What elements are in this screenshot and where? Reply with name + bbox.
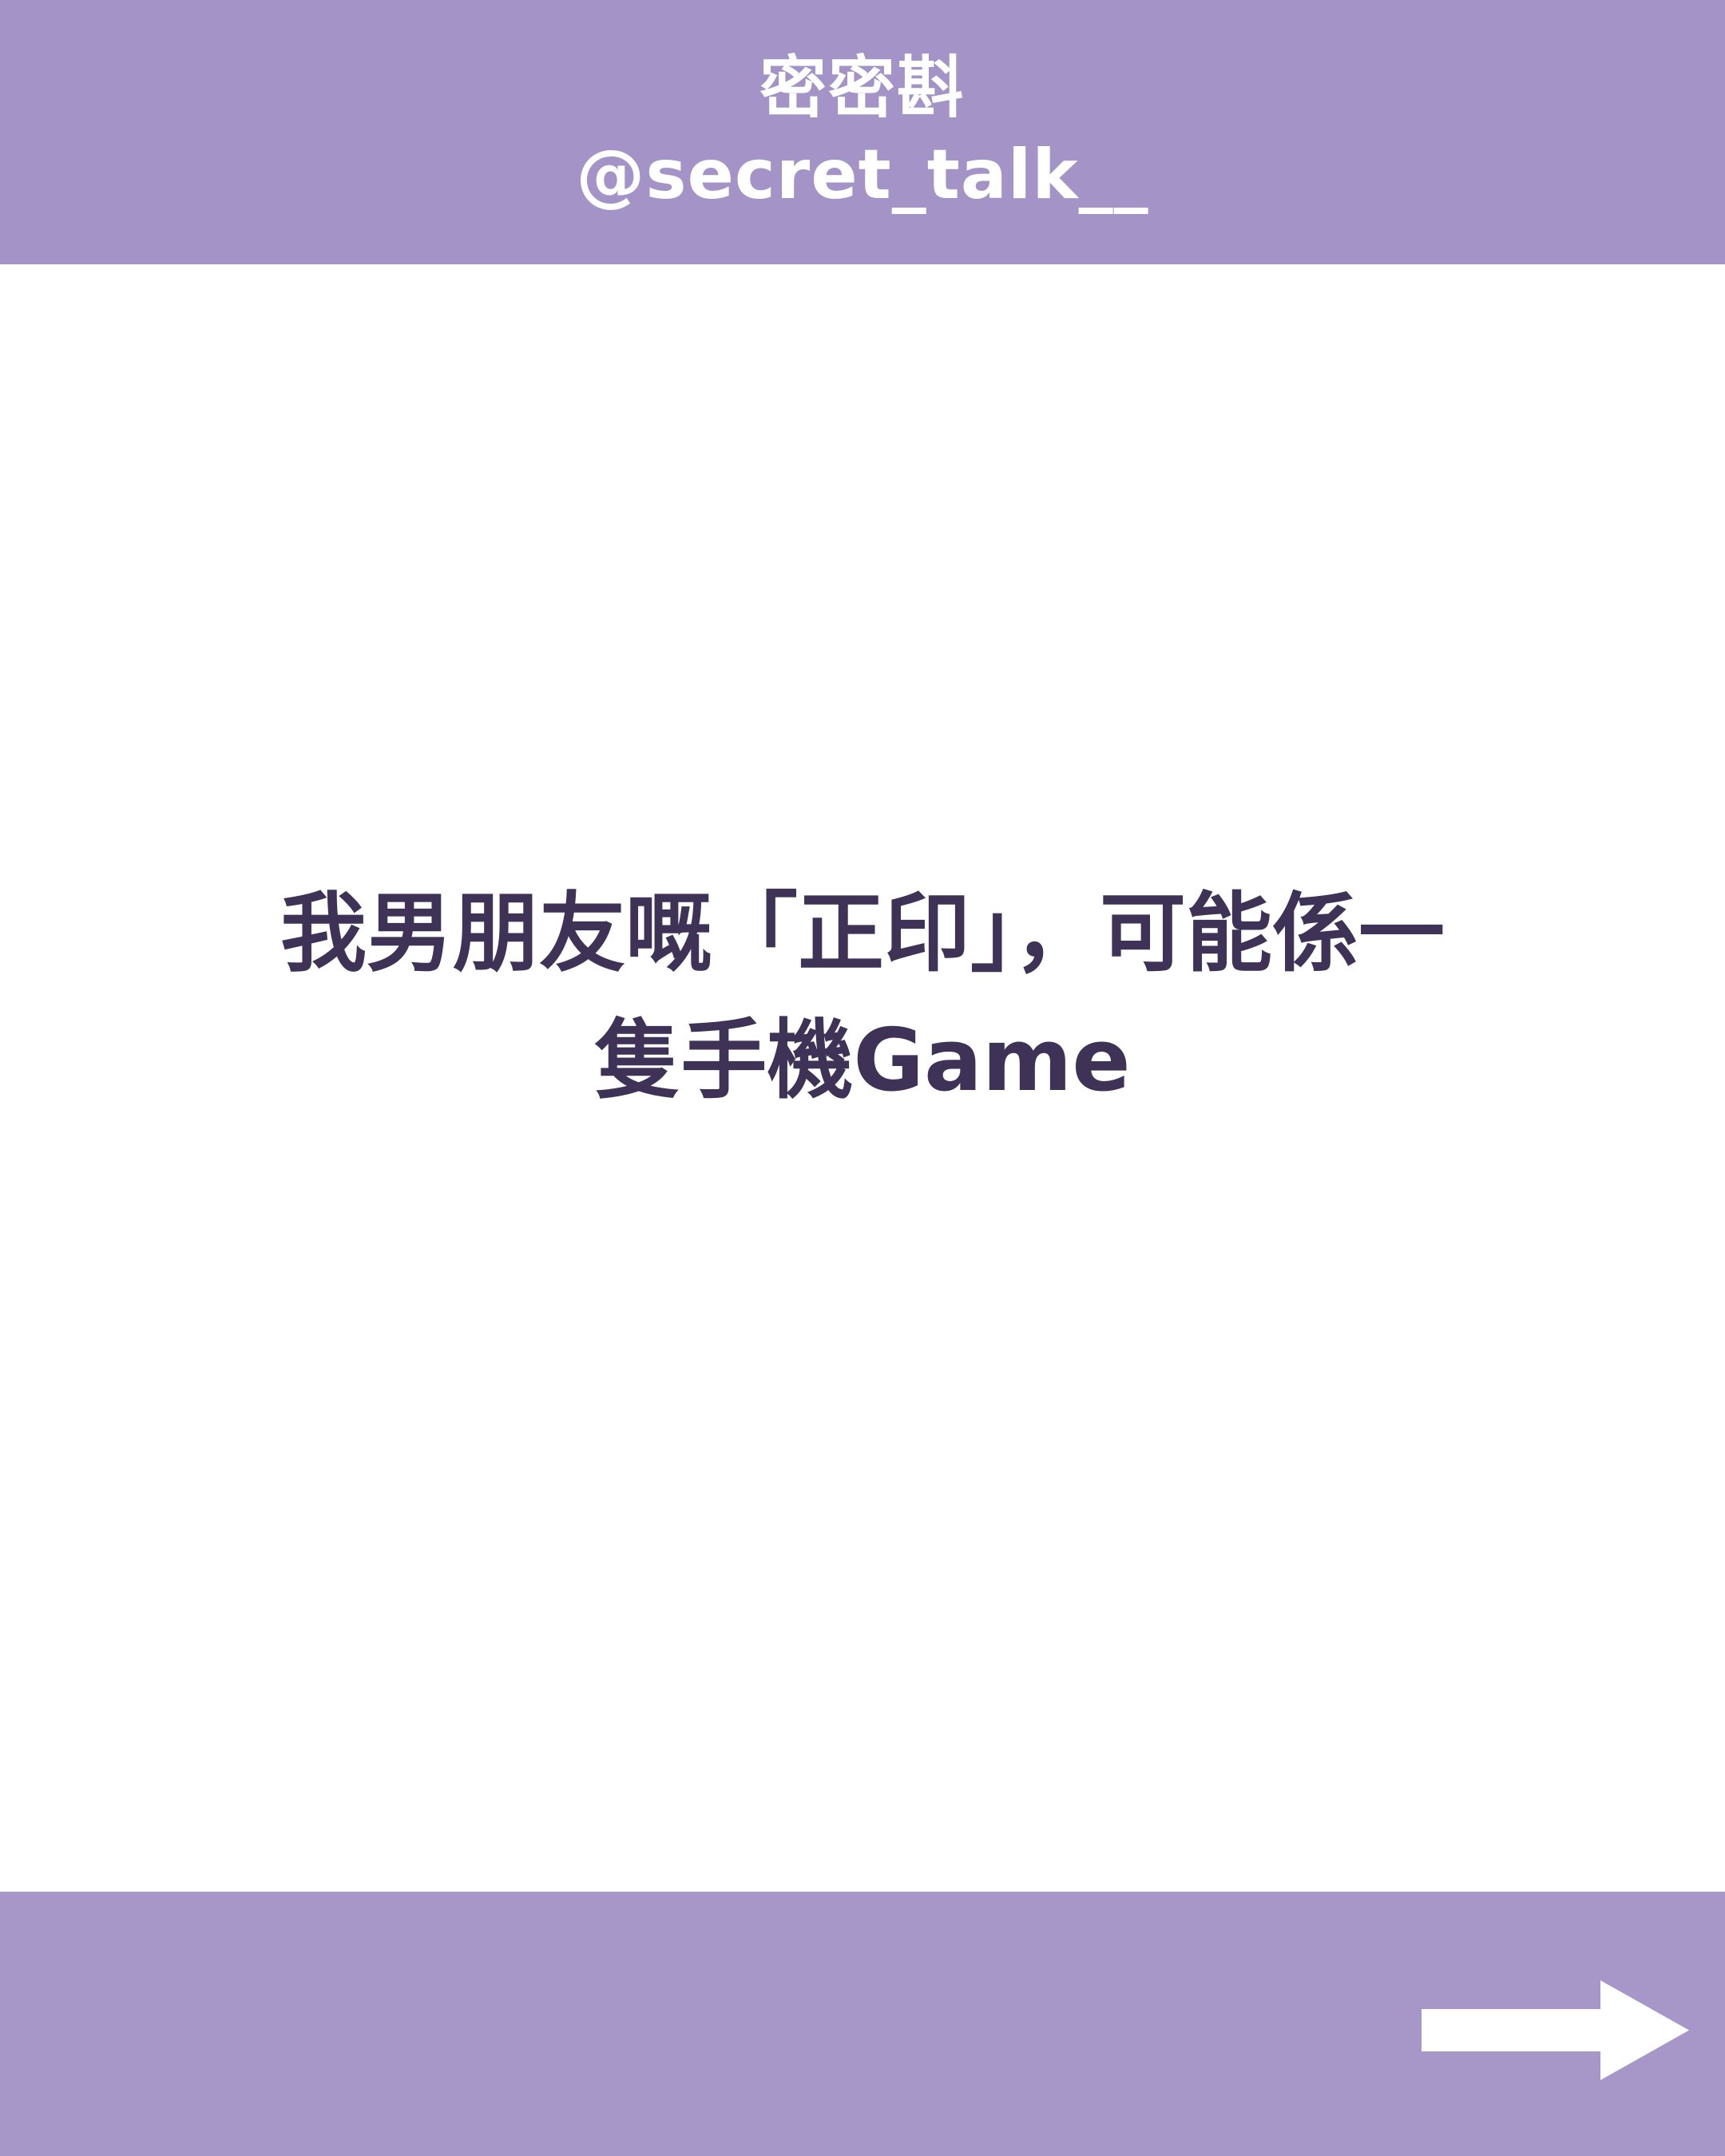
post-content: 我男朋友嘅「正印」，可能係一隻手機Game bbox=[0, 264, 1725, 1892]
top-banner: 密密斟 @secret_talk__ bbox=[0, 0, 1725, 264]
arrow-right-icon bbox=[1422, 1980, 1689, 2080]
brand-handle: @secret_talk__ bbox=[576, 135, 1149, 216]
post-headline: 我男朋友嘅「正印」，可能係一隻手機Game bbox=[280, 884, 1445, 1111]
brand-name: 密密斟 bbox=[759, 49, 966, 128]
next-slide-button[interactable] bbox=[1414, 1980, 1689, 2080]
